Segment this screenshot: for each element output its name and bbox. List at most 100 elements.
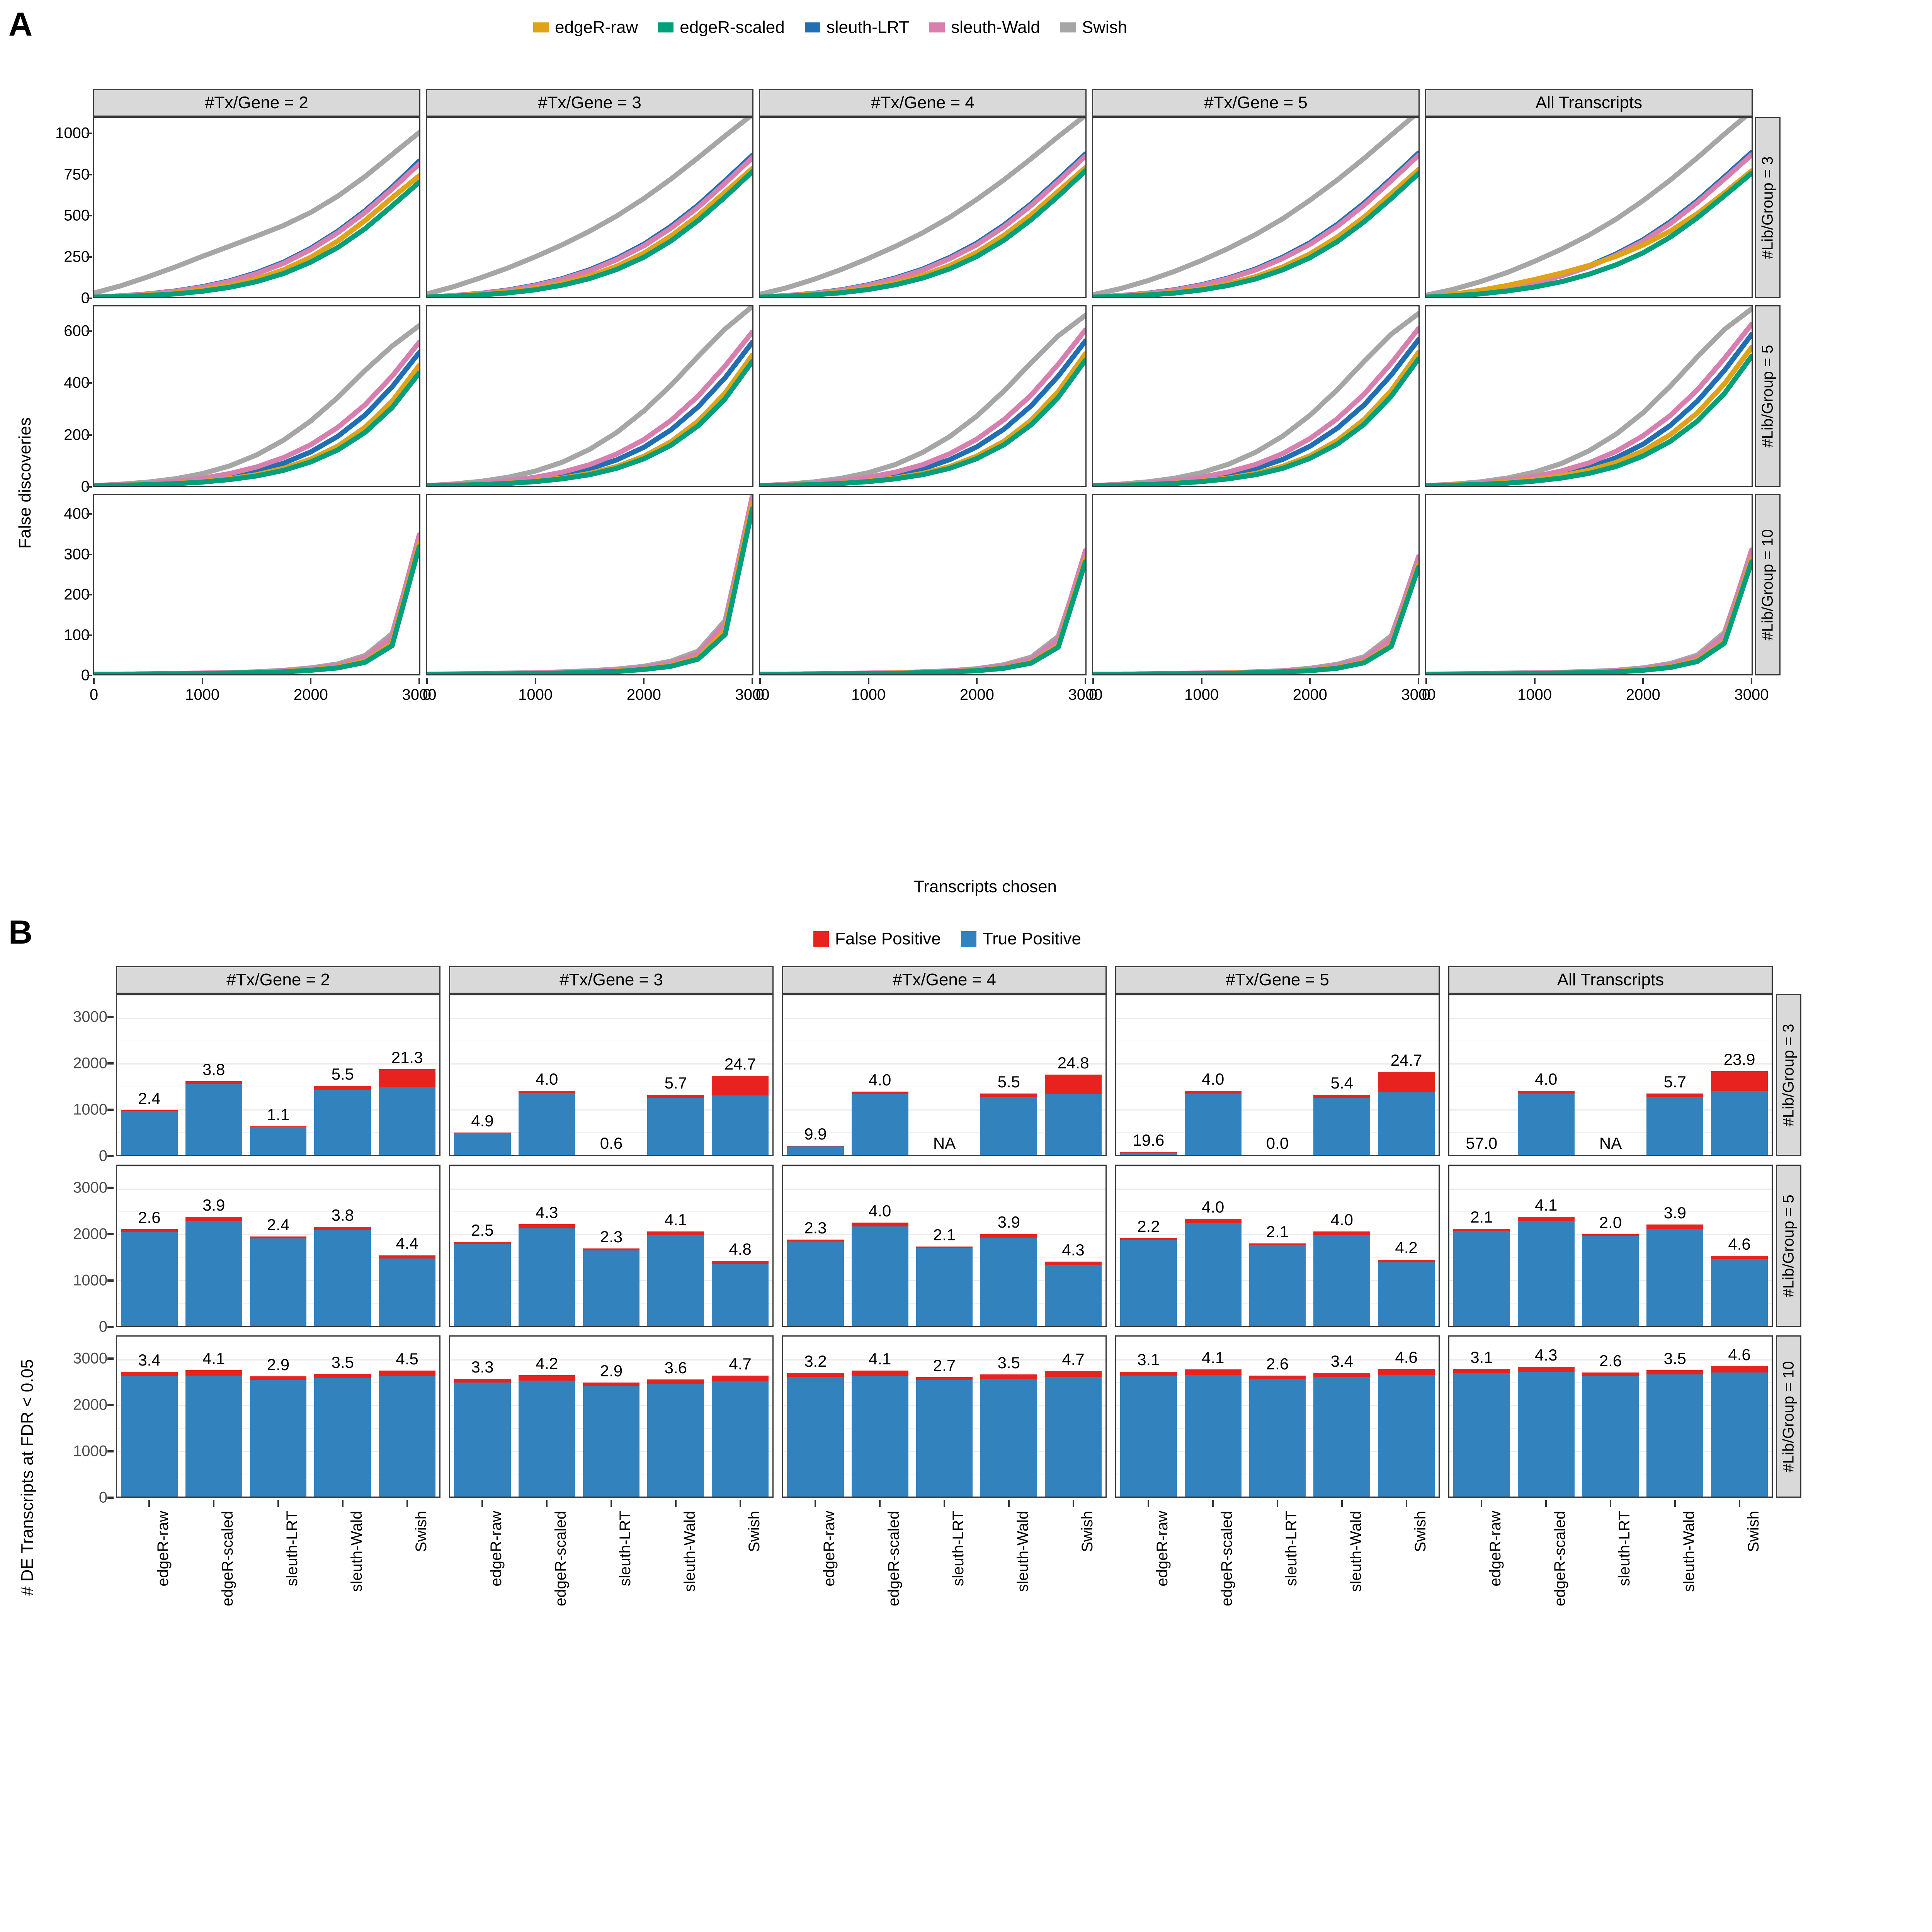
bar-false-positive [787,1372,844,1377]
panel-a-y-tick-mark [87,132,92,134]
panel-b-x-tick-mark [1277,1500,1278,1507]
bar-true-positive [379,1376,435,1497]
panel-b-bar-label: 2.3 [804,1218,827,1237]
panel-b-bar-label: 3.9 [997,1213,1020,1231]
panel-b-y-tick-mark [107,1109,114,1111]
panel-b-bar [916,1377,973,1497]
bar-false-positive [1045,1371,1102,1377]
panel-b-bar-label: 2.2 [1137,1217,1160,1235]
bar-false-positive [121,1371,178,1376]
panel-b-bar-label: 2.4 [267,1215,290,1234]
bar-false-positive [916,1246,973,1248]
gridline [1116,1497,1439,1498]
panel-a-facet [759,305,1087,487]
panel-b-bar-label: 2.6 [1266,1354,1289,1373]
panel-b-x-tick-mark [1212,1500,1214,1507]
bar-false-positive [980,1234,1037,1238]
panel-b-bar [379,1069,435,1155]
panel-b-x-tick-label: Swish [412,1511,430,1552]
panel-a-col-strip: #Tx/Gene = 2 [93,89,420,117]
panel-b-bar-label: 4.7 [729,1355,752,1373]
panel-b-bar [1711,1071,1768,1155]
bar-true-positive [851,1094,908,1155]
panel-b-bar-label: 4.3 [1062,1241,1085,1259]
panel-b-bar-label: 4.0 [1534,1070,1558,1088]
panel-b-x-tick-label: sleuth-LRT [1616,1511,1633,1586]
panel-b-x-tick-mark [1148,1500,1150,1507]
panel-b-bar [518,1224,575,1326]
bar-true-positive [851,1226,908,1326]
panel-a-facet [759,117,1087,298]
legend-label: edgeR-raw [555,18,638,37]
bar-false-positive [980,1094,1037,1097]
bar-false-positive [1711,1071,1768,1091]
bar-false-positive [1582,1234,1639,1236]
panel-b-bar [1313,1231,1371,1326]
bar-true-positive [1711,1372,1768,1497]
panel-b-facet: 3.1 4.3 2.6 3.5 4.6 [1448,1335,1773,1498]
gridline [783,995,1105,996]
bar-false-positive [851,1371,908,1376]
gridline [783,1109,1105,1111]
panel-a-x-tick-label: 2000 [626,686,661,703]
bar-false-positive [1453,1229,1510,1231]
panel-b-x-tick-label: edgeR-raw [821,1511,838,1587]
panel-b-col-strip: All Transcripts [1448,966,1773,994]
panel-a-y-tick-label: 250 [64,248,90,265]
gridline [117,995,439,996]
panel-b-x-tick-label: edgeR-scaled [219,1511,236,1606]
panel-b-y-tick-label: 1000 [73,1101,107,1118]
panel-a-x-tick-label: 2000 [1293,686,1327,703]
gridline [1116,995,1439,996]
panel-b-bar-label: 2.1 [1470,1208,1493,1226]
gridline [117,1189,439,1190]
panel-b-x-tick-label: edgeR-raw [1487,1511,1504,1587]
bar-true-positive [1120,1240,1177,1326]
line-swish [94,323,419,486]
bar-false-positive [583,1248,640,1250]
bar-false-positive [1378,1259,1435,1262]
panel-b-x-tick-label: sleuth-Wald [1014,1511,1031,1592]
bar-true-positive [787,1146,844,1155]
panel-a-y-tick-mark [87,634,92,636]
bar-true-positive [647,1235,704,1326]
panel-b-col-strip: #Tx/Gene = 5 [1115,966,1440,994]
bar-false-positive [1249,1375,1306,1379]
bar-true-positive [647,1098,704,1155]
bar-false-positive [1646,1370,1704,1375]
panel-b-letter: B [9,914,33,951]
panel-b-bar-label: 4.0 [1330,1210,1353,1229]
bar-true-positive [1313,1098,1371,1155]
bar-false-positive [787,1239,844,1242]
panel-b-bar-label: 4.1 [1201,1349,1225,1367]
panel-b-facet: 3.3 4.2 2.9 3.6 4.7 [449,1335,774,1498]
panel-b-bar-label: 4.1 [868,1350,891,1368]
panel-b-facet: 2.5 4.3 2.3 4.1 4.8 [449,1165,774,1327]
panel-b-x-tick-mark [815,1500,816,1507]
panel-b-bar-label: 4.6 [1395,1348,1418,1367]
line-edger-scaled [94,180,419,297]
panel-b-x-tick-mark [406,1500,408,1507]
bar-false-positive [1582,1372,1639,1376]
panel-a-facet [426,117,753,298]
panel-a-x-tick-label: 1000 [1517,686,1552,703]
gridline [450,1189,772,1190]
panel-b-bar [1045,1074,1102,1155]
bar-false-positive [1378,1071,1435,1092]
panel-b-y-tick-mark [107,1404,114,1406]
bar-false-positive [1184,1091,1242,1094]
gridline [450,1063,772,1065]
bar-false-positive [1646,1093,1704,1097]
panel-a-y-tick-mark [87,298,92,299]
panel-b-bar [1249,1375,1306,1497]
panel-a-x-tick-mark [643,678,645,684]
panel-b-bar [712,1376,769,1497]
line-swish [427,118,752,297]
legend-label: edgeR-scaled [680,18,785,37]
bar-false-positive [185,1370,242,1376]
panel-b-x-tick-mark [1738,1500,1740,1507]
panel-b-bar [1184,1369,1242,1497]
panel-b-x-tick-mark [342,1500,344,1507]
legend-swatch [533,22,549,32]
panel-a-row-strip: #Lib/Group = 3 [1755,117,1781,298]
